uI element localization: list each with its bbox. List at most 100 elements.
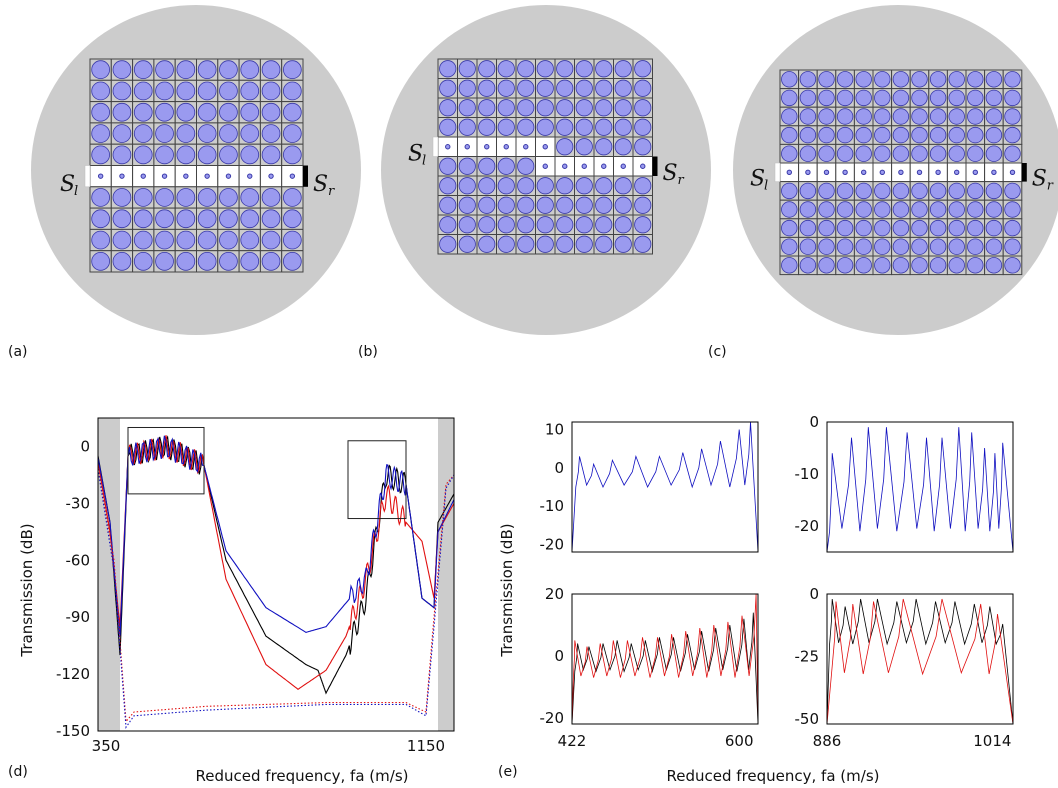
inclusion	[614, 99, 632, 117]
left-source-bar	[84, 165, 91, 188]
inclusion	[948, 145, 965, 162]
inclusion	[595, 99, 613, 117]
inclusion	[595, 79, 613, 97]
inclusion	[948, 219, 965, 237]
inclusion	[575, 216, 593, 234]
inclusion	[614, 216, 632, 234]
guide-small-inclusion	[161, 173, 168, 179]
inclusion	[219, 60, 238, 79]
inclusion	[836, 145, 854, 162]
inset-box	[347, 440, 407, 520]
inclusion	[948, 201, 965, 218]
inclusion	[595, 118, 613, 136]
inclusion	[929, 108, 947, 125]
inclusion	[458, 99, 476, 117]
inclusion	[1004, 238, 1021, 255]
inclusion	[799, 238, 817, 255]
inclusion	[818, 238, 835, 255]
inclusion	[478, 99, 496, 117]
guide-small-inclusion	[972, 169, 978, 176]
inclusion	[634, 177, 652, 195]
inclusion	[176, 188, 196, 207]
chart-d-ylabel: Transmission (dB)	[18, 523, 36, 657]
inclusion	[575, 196, 593, 214]
inclusion	[91, 145, 110, 165]
inclusion	[497, 196, 515, 214]
inclusion	[91, 102, 110, 122]
y-tick-label: -60	[66, 551, 91, 569]
inclusion	[133, 188, 153, 207]
inclusion	[985, 89, 1003, 107]
inclusion	[892, 71, 910, 88]
guide-small-inclusion	[97, 173, 104, 179]
inclusion	[799, 201, 817, 218]
inclusion	[91, 188, 110, 207]
inclusion	[818, 71, 835, 88]
inclusion	[1004, 201, 1021, 218]
inclusion	[517, 196, 535, 214]
inclusion	[197, 188, 217, 207]
guide-small-inclusion	[898, 169, 904, 176]
chart-e-xlabel: Reduced frequency, fa (m/s)	[667, 767, 880, 785]
inclusion	[836, 108, 854, 125]
inclusion	[929, 201, 947, 218]
inclusion	[985, 182, 1003, 200]
inclusion	[595, 60, 613, 78]
inclusion	[948, 182, 965, 200]
inclusion	[818, 201, 835, 218]
inclusion	[112, 124, 132, 143]
inclusion	[855, 126, 872, 144]
inclusion	[836, 219, 854, 237]
inclusion	[874, 89, 891, 107]
panel-label-b: (b)	[358, 344, 378, 360]
inclusion	[197, 145, 217, 165]
inclusion	[799, 219, 817, 237]
inclusion	[283, 230, 302, 250]
inclusion	[283, 209, 302, 229]
inclusion	[929, 182, 947, 200]
inclusion	[240, 60, 260, 79]
inset-y-tick-label: -20	[540, 709, 565, 727]
inclusion	[575, 177, 593, 195]
inset-frame	[571, 421, 759, 553]
inclusion	[439, 157, 457, 175]
inclusion	[478, 196, 496, 214]
inclusion	[818, 108, 835, 125]
guide-small-inclusion	[991, 169, 997, 176]
right-source-bar	[1021, 163, 1027, 182]
inclusion	[176, 209, 196, 229]
inclusion	[855, 238, 872, 255]
x-tick-label: 350	[92, 737, 121, 755]
inclusion	[517, 79, 535, 97]
inset-series-blue	[826, 427, 1014, 553]
inclusion	[634, 196, 652, 214]
inclusion	[1004, 71, 1021, 88]
inclusion	[911, 108, 928, 125]
inclusion	[948, 108, 965, 125]
inclusion	[614, 196, 632, 214]
inclusion	[967, 257, 984, 274]
inclusion	[176, 124, 196, 143]
inclusion	[836, 238, 854, 255]
inclusion	[967, 89, 984, 107]
inclusion	[855, 219, 872, 237]
inclusion	[497, 60, 515, 78]
inclusion	[219, 252, 238, 271]
inclusion	[155, 188, 174, 207]
inclusion	[967, 71, 984, 88]
inclusion	[929, 219, 947, 237]
inclusion	[439, 60, 457, 78]
guide-small-inclusion	[464, 144, 470, 150]
inset-x-tick-label: 600	[725, 732, 754, 750]
inclusion	[948, 257, 965, 274]
inclusion	[197, 81, 217, 101]
guide-small-inclusion	[823, 169, 830, 176]
inset-frame	[826, 593, 1014, 725]
panel-label-e: (e)	[498, 764, 518, 780]
inclusion	[556, 177, 574, 195]
chart-e-ylabel: Transmission (dB)	[498, 523, 516, 657]
inclusion	[634, 60, 652, 78]
inset-box	[127, 426, 205, 495]
